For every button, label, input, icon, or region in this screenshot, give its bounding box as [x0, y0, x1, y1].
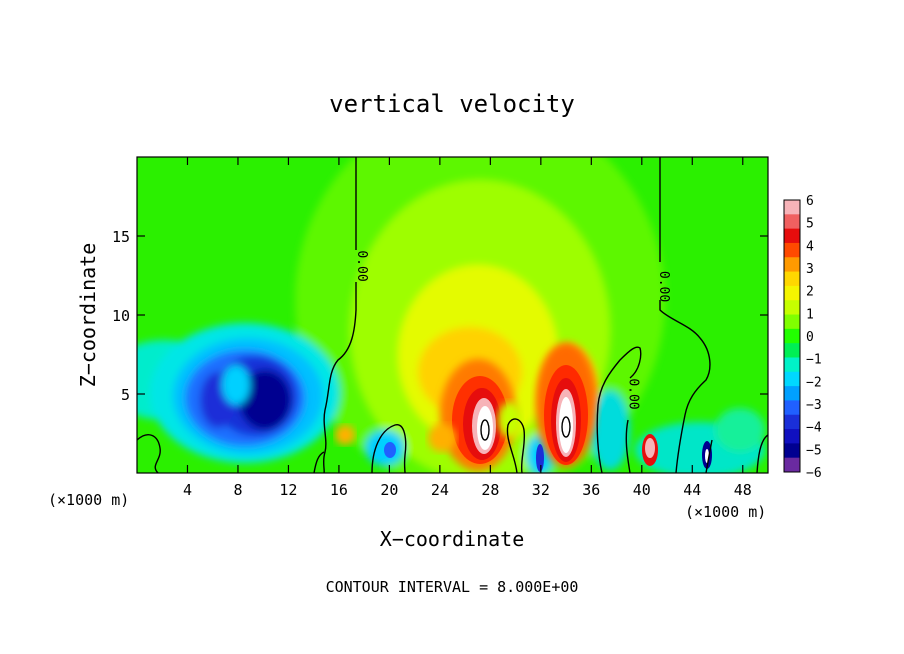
x-tick-label: 48 — [734, 481, 752, 499]
x-tick-label: 40 — [633, 481, 651, 499]
colorbar-swatch — [784, 343, 800, 358]
colorbar-swatch — [784, 300, 800, 316]
x-tick-label: 4 — [183, 481, 192, 499]
chart-title: vertical velocity — [329, 90, 575, 118]
x-unit-left: (×1000 m) — [48, 491, 129, 509]
y-axis-ticks: 5 10 15 — [112, 228, 768, 404]
contour-labels: 0.00 0.00 0.00 — [354, 250, 671, 409]
colorbar-swatch — [784, 414, 800, 430]
contour-label: 0.00 — [354, 250, 369, 281]
x-unit-right: (×1000 m) — [685, 503, 766, 521]
x-tick-label: 28 — [481, 481, 499, 499]
x-tick-label: 12 — [279, 481, 297, 499]
colorbar-label: −5 — [806, 443, 822, 458]
colorbar-label: 2 — [806, 285, 814, 300]
x-tick-label: 20 — [380, 481, 398, 499]
x-tick-label: 16 — [330, 481, 348, 499]
colorbar: 6 5 4 3 2 1 0 −1 −2 −3 −4 −5 −6 — [783, 194, 822, 481]
x-axis-label: X−coordinate — [380, 527, 525, 551]
colorbar-swatch — [784, 228, 800, 244]
colorbar-label: −1 — [806, 353, 822, 368]
x-tick-label: 36 — [582, 481, 600, 499]
colorbar-swatch — [784, 200, 800, 215]
y-tick-label: 15 — [112, 228, 130, 246]
y-tick-label: 10 — [112, 307, 130, 325]
colorbar-swatch — [784, 214, 800, 230]
colorbar-label: −2 — [806, 375, 822, 390]
colorbar-swatch — [784, 400, 800, 416]
colorbar-swatch — [784, 314, 800, 330]
colorbar-swatch — [784, 429, 800, 444]
zero-contours — [137, 157, 768, 473]
x-tick-label: 32 — [532, 481, 550, 499]
colorbar-label: 0 — [806, 330, 814, 345]
contour-label: 0.00 — [656, 271, 671, 302]
colorbar-label: 4 — [806, 239, 814, 254]
colorbar-label: 1 — [806, 307, 814, 322]
x-tick-label: 24 — [431, 481, 449, 499]
colorbar-swatch — [784, 285, 800, 301]
colorbar-swatch — [784, 386, 800, 401]
colorbar-swatch — [784, 457, 800, 473]
updraft-cores — [335, 343, 712, 472]
colorbar-swatch — [784, 257, 800, 273]
y-axis-label: Z−coordinate — [76, 243, 100, 388]
colorbar-frame — [783, 199, 801, 473]
colorbar-swatch — [784, 443, 800, 459]
colorbar-label: −6 — [806, 466, 822, 481]
contour-label: 0.00 — [625, 378, 640, 409]
colorbar-swatch — [784, 242, 800, 258]
colorbar-swatch — [784, 271, 800, 287]
contour-interval-note: CONTOUR INTERVAL = 8.000E+00 — [326, 578, 579, 596]
x-axis-ticks: 4 8 12 16 20 24 28 32 36 40 44 48 — [183, 157, 752, 499]
y-tick-label: 5 — [121, 386, 130, 404]
x-tick-label: 8 — [233, 481, 242, 499]
colorbar-swatch — [784, 371, 800, 387]
colorbar-label: 3 — [806, 262, 814, 277]
colorbar-swatch — [784, 357, 800, 373]
x-tick-label: 44 — [683, 481, 701, 499]
plot-area: 0.00 0.00 0.00 — [136, 156, 769, 474]
colorbar-label: 5 — [806, 217, 814, 232]
colorbar-swatch — [784, 328, 800, 344]
colorbar-label: −4 — [806, 421, 822, 436]
colorbar-label: −3 — [806, 398, 822, 413]
colorbar-label: 6 — [806, 194, 814, 209]
